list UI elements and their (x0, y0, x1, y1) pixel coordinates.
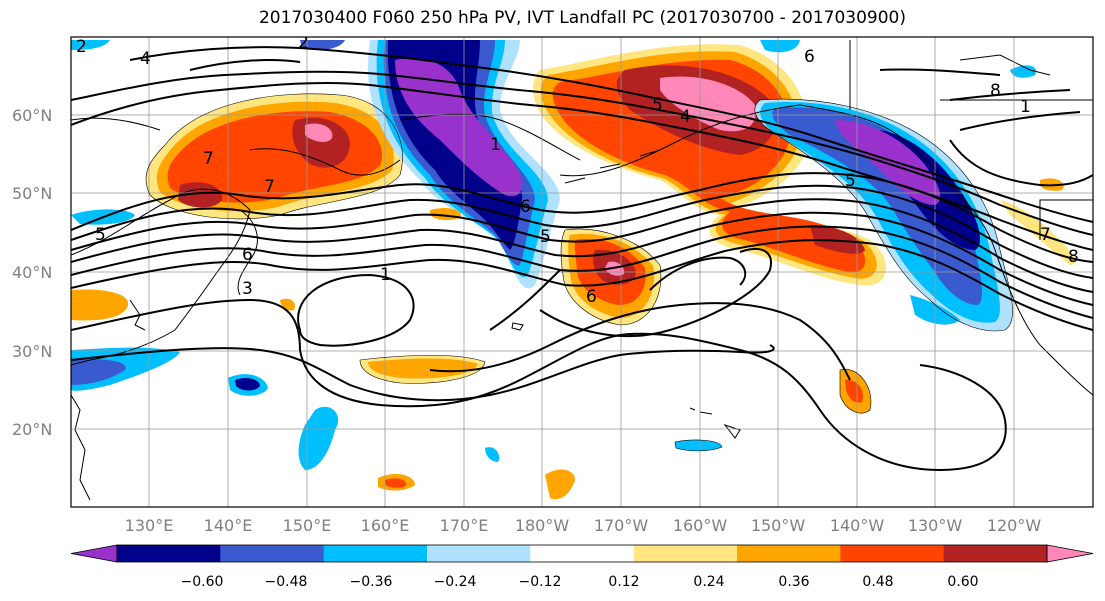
colorbar-tick-label: −0.60 (181, 574, 224, 590)
colorbar-swatch (943, 545, 1048, 562)
contour-label: 2 (298, 33, 309, 53)
colorbar-tick-label: −0.48 (265, 574, 308, 590)
lon-label: 140°E (204, 516, 253, 535)
contour-label: 5 (845, 171, 856, 191)
graticule (71, 37, 1093, 507)
colorbar-swatch (117, 545, 221, 562)
contour-label: 5 (652, 95, 663, 115)
lon-label: 160°W (673, 516, 728, 535)
contour-label: 8 (990, 81, 1001, 101)
colorbar-tick-label: 0.60 (947, 574, 978, 590)
lat-label: 40°N (12, 263, 52, 282)
colorbar-swatch (323, 545, 428, 562)
lon-label: 140°W (830, 516, 885, 535)
lon-label: 120°W (987, 516, 1042, 535)
lon-label: 150°E (283, 516, 332, 535)
lon-label: 130°E (125, 516, 174, 535)
lon-label: 160°E (361, 516, 410, 535)
colorbar-tick-label: 0.48 (862, 574, 893, 590)
contour-label: 7 (264, 177, 275, 197)
contour-label: 1 (1020, 97, 1031, 117)
lat-label: 60°N (12, 106, 52, 125)
colorbar-swatch (737, 545, 841, 562)
lon-label: 180°W (515, 516, 570, 535)
pv-contours (71, 46, 1093, 472)
contour-label: 2 (76, 37, 87, 57)
latitude-labels: 60°N 50°N 40°N 30°N 20°N (12, 106, 52, 439)
lat-label: 30°N (12, 342, 52, 361)
contour-label: 4 (680, 107, 691, 127)
colorbar-swatch (427, 545, 531, 562)
colorbar-swatch (633, 545, 738, 562)
colorbar-tick-label: −0.36 (350, 574, 393, 590)
colorbar-tick-label: −0.12 (519, 574, 562, 590)
lon-label: 170°E (440, 516, 489, 535)
minor-anomaly-features (71, 40, 1076, 500)
colorbar-extend-max (1046, 544, 1094, 563)
colorbar-swatch (840, 545, 945, 562)
map-title: 2017030400 F060 250 hPa PV, IVT Landfall… (258, 8, 906, 28)
contour-label: 7 (203, 149, 214, 169)
contour-label: 7 (1040, 225, 1051, 245)
colorbar-swatch (530, 545, 635, 562)
colorbar-frame (116, 544, 1048, 563)
plot-frame (70, 36, 1094, 508)
lat-label: 20°N (12, 420, 52, 439)
contour-label: 8 (1068, 247, 1079, 267)
colorbar-extend-min (70, 544, 118, 563)
contour-label: 5 (95, 225, 106, 245)
contour-label: 1 (380, 265, 391, 285)
contour-label: 6 (520, 197, 531, 217)
colorbar (70, 544, 1094, 563)
longitude-labels: 130°E 140°E 150°E 160°E 170°E 180°W 170°… (125, 516, 1042, 535)
colorbar-swatch (220, 545, 325, 562)
lon-label: 150°W (751, 516, 806, 535)
contour-label: 1 (490, 135, 501, 155)
colorbar-tick-label: 0.12 (608, 574, 639, 590)
contour-label: 6 (804, 47, 815, 67)
colorbar-tick-label: 0.36 (778, 574, 809, 590)
contour-label: 3 (242, 279, 253, 299)
contour-label: 4 (140, 49, 151, 69)
contour-label: 5 (540, 227, 551, 247)
contour-label: 6 (242, 245, 253, 265)
lon-label: 130°W (908, 516, 963, 535)
colorbar-ticks: −0.60 −0.48 −0.36 −0.24 −0.12 0.12 0.24 … (181, 574, 979, 590)
colorbar-tick-label: −0.24 (434, 574, 477, 590)
lat-label: 50°N (12, 184, 52, 203)
coastlines (71, 40, 1093, 501)
positive-anomaly-mid-pacific (560, 229, 661, 325)
contour-label-group: 2 4 5 7 6 7 5 5 3 1 6 4 5 6 8 1 2 6 8 1 … (76, 33, 1079, 307)
colorbar-tick-label: 0.24 (693, 574, 724, 590)
contour-label: 6 (586, 287, 597, 307)
lon-label: 170°W (594, 516, 649, 535)
